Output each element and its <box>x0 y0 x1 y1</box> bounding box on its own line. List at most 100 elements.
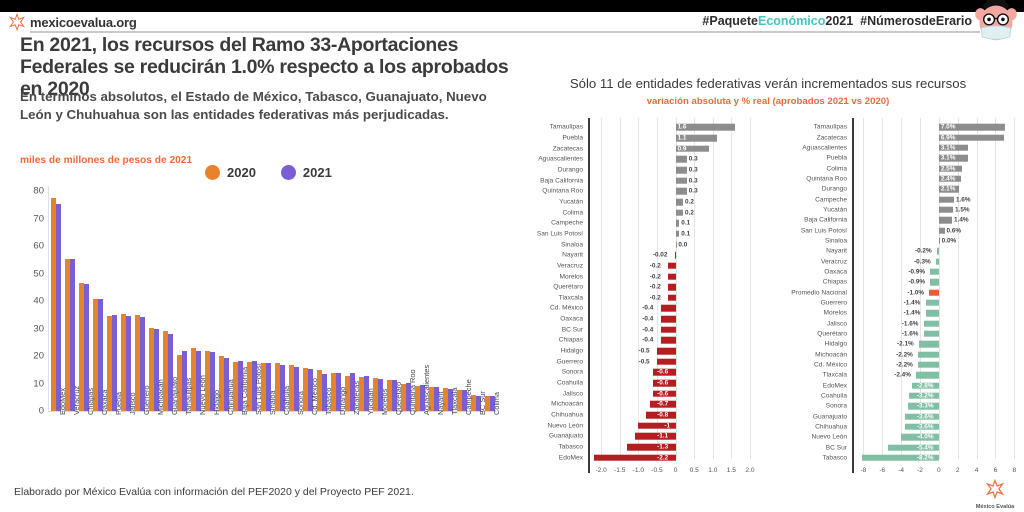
bar <box>660 326 676 334</box>
category-label: Jalisco <box>826 320 847 327</box>
bar-2020 <box>246 361 252 411</box>
x-axis-tick-label: 8 <box>1012 467 1017 474</box>
bar-group <box>470 395 482 411</box>
bar-value-label: 0.2 <box>685 209 694 217</box>
bar-2020 <box>78 283 84 411</box>
legend-label-2021: 2021 <box>302 165 332 180</box>
bar-group <box>372 378 384 411</box>
x-axis-tick-label: Tlaxcala <box>450 387 459 415</box>
units-label: miles de millones de pesos de 2021 <box>20 155 193 166</box>
category-label: Aguascalientes <box>538 155 583 163</box>
bar-value-label: 0.0 <box>678 241 688 249</box>
y-axis-tick: 40 <box>33 295 44 307</box>
bar-value-label: 2.5% <box>940 165 956 172</box>
x-axis-tick-label: Nuevo León <box>198 375 207 415</box>
footer-note: Elaborado por México Evalúa con informac… <box>14 486 414 498</box>
bar-group <box>134 314 146 411</box>
bar-value-label: -8.2% <box>916 454 934 462</box>
bar-value-label: 0.6% <box>946 227 962 234</box>
x-axis-tick-label: Baja California <box>240 366 249 415</box>
bar-group <box>176 350 188 411</box>
category-label: Nuevo León <box>547 422 583 430</box>
y-axis-line <box>48 186 49 411</box>
bar <box>938 185 959 193</box>
page-header <box>0 12 1024 32</box>
bar-2021 <box>55 204 61 411</box>
bar <box>938 216 953 224</box>
bar <box>938 206 953 214</box>
bar-value-label: -0.7 <box>657 400 669 408</box>
gridline <box>920 118 921 459</box>
x-axis-tick-label: 6 <box>993 467 998 474</box>
bar <box>930 268 939 276</box>
bar-group <box>148 327 160 411</box>
bar <box>675 187 687 195</box>
category-label: Campeche <box>815 196 847 203</box>
category-label: Guanajuato <box>812 413 847 420</box>
bar-2021 <box>377 378 383 411</box>
bar-value-label: -1.4% <box>903 299 921 307</box>
y-axis-tick: 70 <box>33 213 44 225</box>
bar <box>668 283 676 291</box>
bar-value-label: -2.8% <box>916 382 934 389</box>
x-axis-tick-label: Chihuahua <box>226 379 235 415</box>
category-label: Colima <box>826 165 847 172</box>
category-label: Sinaloa <box>825 237 847 245</box>
bar-group <box>400 382 412 411</box>
bar <box>938 144 969 152</box>
x-axis-tick-label: Yucatán <box>366 388 375 415</box>
legend-item-2020: 2020 <box>205 165 256 180</box>
category-label: Guerrero <box>820 299 847 307</box>
bar-group <box>78 283 90 411</box>
category-label: Tamaulipas <box>549 123 583 131</box>
mexico-evalua-logo: México Evalúa <box>972 478 1018 510</box>
category-label: Colima <box>562 209 583 217</box>
page-title: En 2021, los recursos del Ramo 33-Aporta… <box>20 34 509 101</box>
bar-2020 <box>274 362 280 411</box>
bar <box>675 230 680 238</box>
bar <box>930 278 939 286</box>
bar-2020 <box>232 361 238 411</box>
bar-2020 <box>50 198 56 411</box>
bar <box>675 145 710 152</box>
bar-value-label: 6.9% <box>940 134 956 141</box>
bar <box>908 392 939 400</box>
bar-value-label: 7.0% <box>940 123 956 131</box>
bar <box>593 454 676 461</box>
x-axis-tick-label: Sinaloa <box>268 390 277 415</box>
legend-swatch-2020 <box>205 165 220 180</box>
category-label: Chihuahua <box>815 423 847 431</box>
category-label: Michoacán <box>815 351 847 358</box>
bar-value-label: -0.2 <box>649 262 661 270</box>
bar-value-label: -3.6% <box>916 423 934 431</box>
bar <box>675 198 684 206</box>
bar-2020 <box>470 395 476 411</box>
x-axis-tick-label: -8 <box>860 467 867 474</box>
bar-group <box>92 298 104 411</box>
x-axis-tick-label: Colima <box>492 392 501 415</box>
x-axis-tick-label: Aguascalientes <box>422 364 431 415</box>
y-axis-tick: 0 <box>38 405 44 417</box>
bar-2020 <box>176 355 182 411</box>
bar-value-label: -0.5 <box>638 358 650 366</box>
bar-2021 <box>69 259 75 411</box>
bar <box>901 433 939 441</box>
x-axis-tick-label: -1.5 <box>614 467 626 474</box>
bar-2021 <box>391 380 397 411</box>
bar-2020 <box>330 373 336 411</box>
bar-value-label: 2.4% <box>940 175 956 183</box>
x-axis-tick-label: Morelos <box>380 388 389 415</box>
star-burst-logo-icon <box>9 13 25 31</box>
x-axis-tick-label: 1.0 <box>708 467 718 474</box>
bar-value-label: -0.2 <box>649 283 661 291</box>
bar-2021 <box>335 372 341 411</box>
bar-value-label: -0.4 <box>642 315 654 323</box>
bar-2021 <box>139 316 145 411</box>
page-subtitle: En términos absolutos, el Estado de Méxi… <box>20 89 487 122</box>
bar <box>912 382 939 389</box>
category-label: Michoacán <box>551 400 583 408</box>
bar-value-label: 1.6% <box>955 196 971 203</box>
category-labels: Tamaulipas Puebla Zacatecas Aguascalientes D… <box>508 118 586 473</box>
gridline <box>995 118 997 459</box>
